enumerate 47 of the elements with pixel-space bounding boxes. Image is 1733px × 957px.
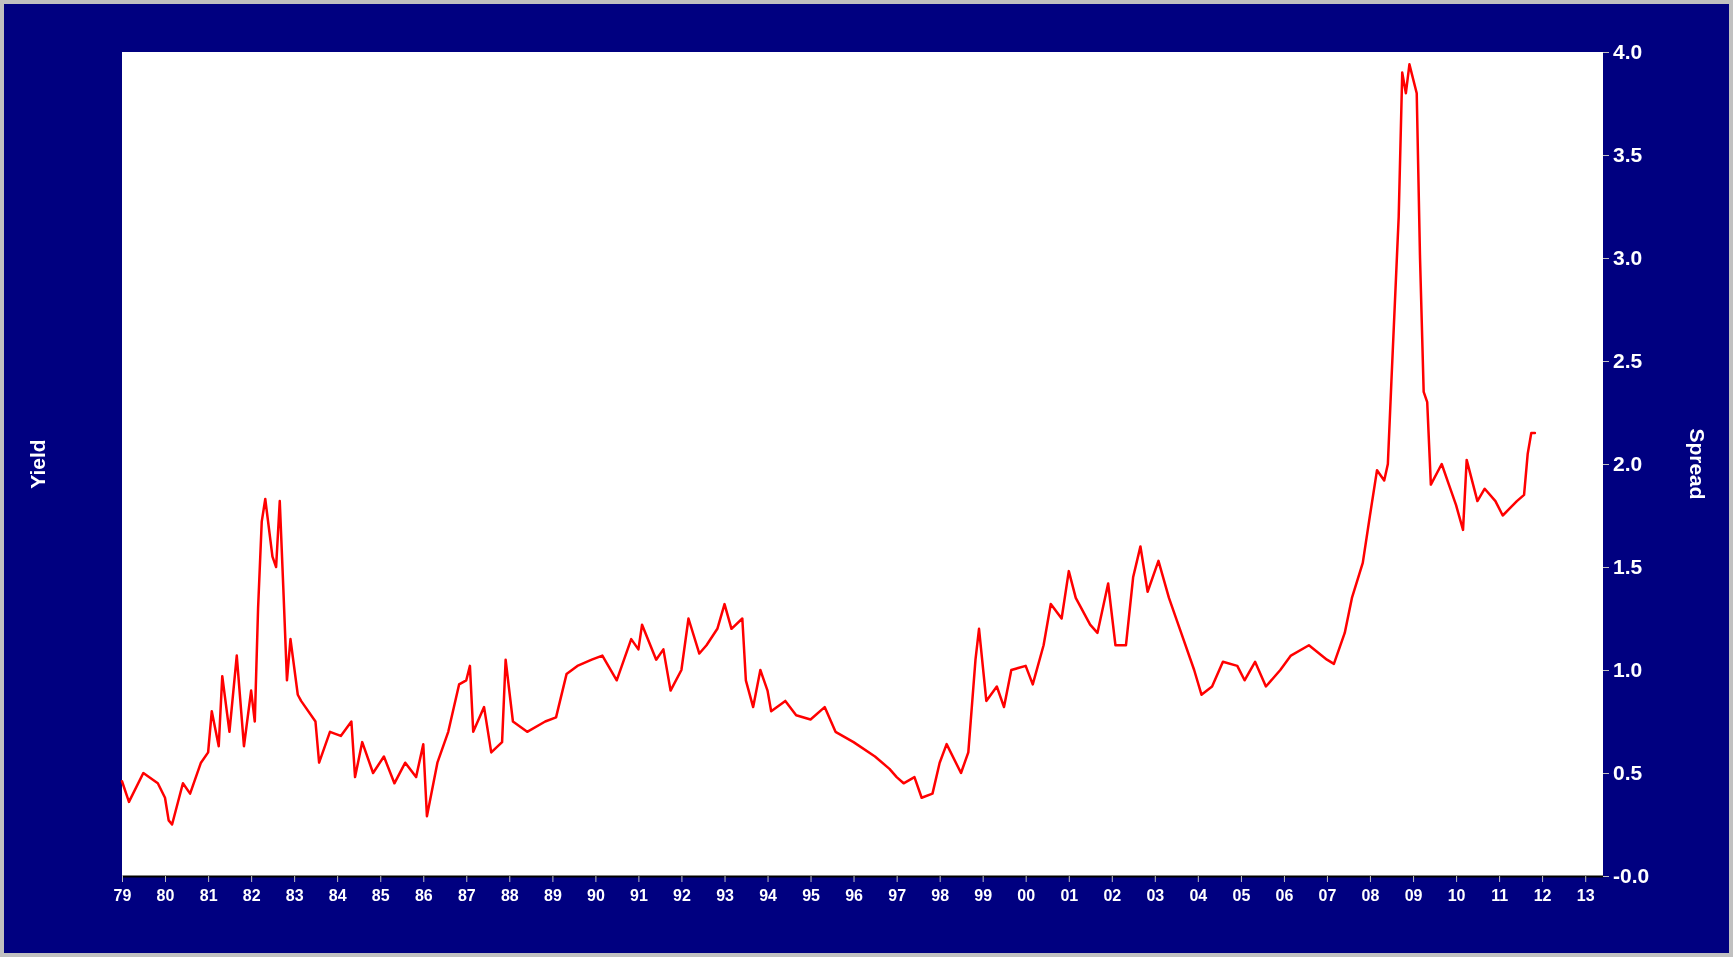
x-tick-label: 95: [802, 887, 821, 904]
x-tick-label: 83: [285, 887, 304, 904]
x-tick-label: 07: [1318, 887, 1337, 904]
x-tick-label: 11: [1491, 887, 1509, 904]
x-tick-label: 81: [199, 887, 218, 904]
y2-tick-label: 1.5: [1613, 555, 1643, 579]
x-tick-label: 04: [1189, 887, 1208, 904]
x-tick-label: 80: [156, 887, 175, 904]
line-series: [120, 63, 1537, 826]
x-tick-label: 89: [544, 887, 562, 904]
x-tick-label: 02: [1103, 887, 1122, 904]
x-tick-label: 00: [1017, 887, 1036, 904]
x-tick-label: 88: [500, 887, 519, 904]
x-tick-label: 90: [587, 887, 605, 904]
y2-tick-label: 4.0: [1613, 40, 1643, 64]
x-tick-label: 09: [1404, 887, 1423, 904]
y2-tick-label: -0.0: [1613, 864, 1650, 888]
x-tick-label: 10: [1447, 887, 1466, 904]
y2-tick-label: 3.0: [1613, 246, 1643, 270]
x-tick-label: 06: [1275, 887, 1294, 904]
y2-tick-label: 3.5: [1613, 143, 1643, 167]
x-tick-label: 82: [242, 887, 261, 904]
x-tick-label: 84: [328, 887, 347, 904]
x-tick-label: 92: [673, 887, 691, 904]
x-tick-label: 87: [457, 887, 476, 904]
x-tick-label: 79: [113, 887, 132, 904]
x-tick-label: 01: [1060, 887, 1079, 904]
y2-tick-label: 2.5: [1613, 349, 1643, 373]
x-tick-label: 08: [1361, 887, 1380, 904]
y2-axis-title: Spread: [1686, 428, 1709, 500]
x-tick-label: 97: [888, 887, 907, 904]
y2-tick-label: 1.0: [1613, 658, 1643, 682]
x-tick-label: 94: [759, 887, 778, 904]
x-tick-label: 93: [716, 887, 735, 904]
x-tick-label: 12: [1533, 887, 1552, 904]
x-tick-label: 98: [931, 887, 950, 904]
y2-tick-label: 2.0: [1613, 452, 1643, 476]
x-tick-label: 91: [630, 887, 648, 904]
x-tick-label: 86: [414, 887, 433, 904]
x-tick-label: 96: [845, 887, 864, 904]
y2-tick-label: 0.5: [1613, 761, 1643, 785]
x-tick-label: 85: [371, 887, 390, 904]
y-axis-title: Yield: [26, 439, 49, 489]
x-tick-label: 05: [1232, 887, 1251, 904]
x-tick-label: 13: [1576, 887, 1595, 904]
x-tick-label: 03: [1146, 887, 1165, 904]
x-tick-label: 99: [974, 887, 993, 904]
